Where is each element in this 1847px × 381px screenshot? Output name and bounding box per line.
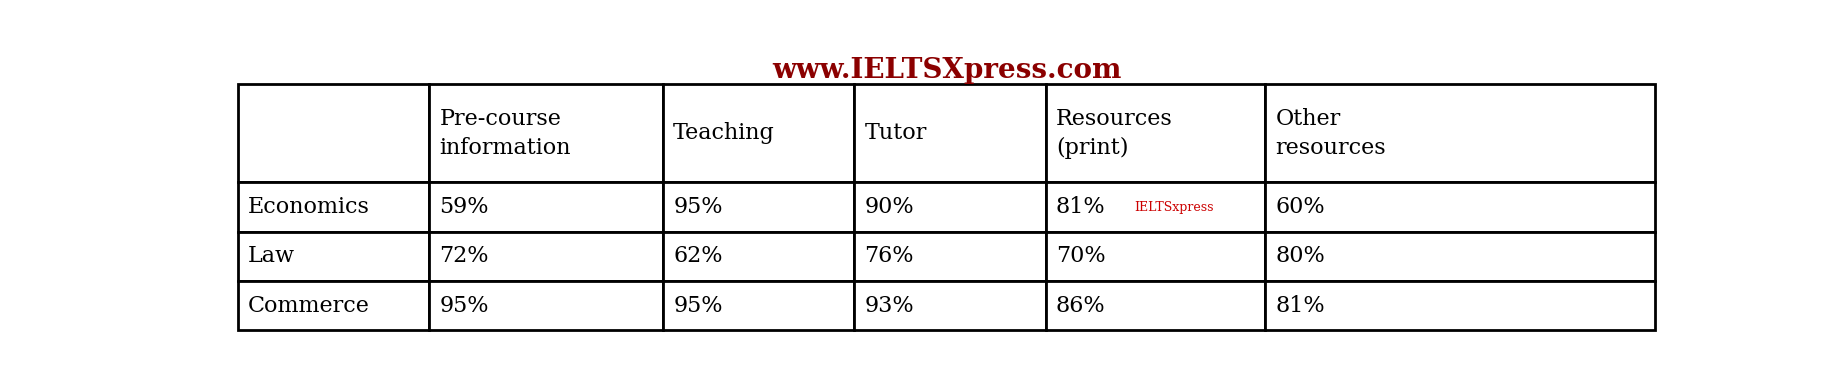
Text: Teaching: Teaching (672, 122, 776, 144)
Bar (238, 182, 429, 232)
Text: 90%: 90% (864, 196, 914, 218)
Bar (429, 281, 663, 330)
Bar (663, 232, 855, 281)
Text: Pre-course
information: Pre-course information (440, 108, 571, 158)
Bar (1265, 281, 1655, 330)
Text: 70%: 70% (1056, 245, 1106, 267)
Bar (238, 232, 429, 281)
Text: IELTSxpress: IELTSxpress (1134, 200, 1213, 214)
Bar (855, 281, 1045, 330)
Bar (1265, 84, 1655, 182)
Bar (238, 281, 429, 330)
Bar (663, 281, 855, 330)
Bar (429, 232, 663, 281)
Text: www.IELTSXpress.com: www.IELTSXpress.com (772, 58, 1121, 85)
Text: Other
resources: Other resources (1276, 108, 1385, 158)
Text: Law: Law (247, 245, 296, 267)
Text: 95%: 95% (672, 196, 722, 218)
Text: 80%: 80% (1276, 245, 1324, 267)
Bar (1265, 182, 1655, 232)
Bar (1045, 281, 1265, 330)
Text: 86%: 86% (1056, 295, 1106, 317)
Bar (1045, 182, 1265, 232)
Text: Tutor: Tutor (864, 122, 927, 144)
Bar (1265, 232, 1655, 281)
Text: 59%: 59% (440, 196, 489, 218)
Text: Resources
(print): Resources (print) (1056, 108, 1173, 158)
Text: 60%: 60% (1276, 196, 1324, 218)
Bar (663, 84, 855, 182)
Bar (855, 182, 1045, 232)
Bar (1045, 232, 1265, 281)
Bar (855, 232, 1045, 281)
Text: 62%: 62% (672, 245, 722, 267)
Text: Commerce: Commerce (247, 295, 369, 317)
Text: 81%: 81% (1056, 196, 1106, 218)
Text: 81%: 81% (1276, 295, 1324, 317)
Bar (429, 182, 663, 232)
Text: 95%: 95% (440, 295, 489, 317)
Bar (238, 84, 429, 182)
Bar (429, 84, 663, 182)
Bar (855, 84, 1045, 182)
Text: 76%: 76% (864, 245, 914, 267)
Text: 93%: 93% (864, 295, 914, 317)
Text: 72%: 72% (440, 245, 489, 267)
Text: Economics: Economics (247, 196, 369, 218)
Bar (663, 182, 855, 232)
Bar (1045, 84, 1265, 182)
Text: 95%: 95% (672, 295, 722, 317)
